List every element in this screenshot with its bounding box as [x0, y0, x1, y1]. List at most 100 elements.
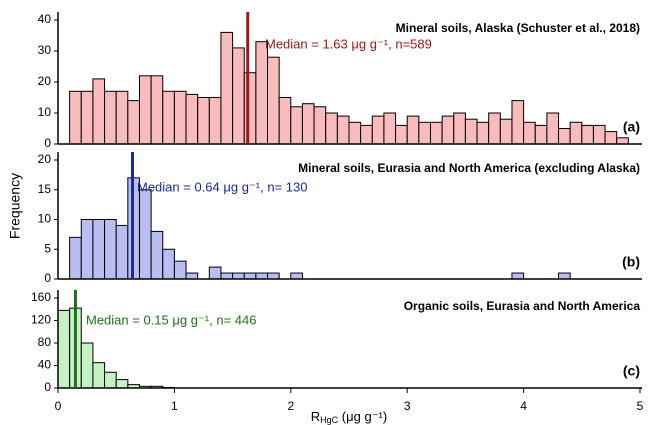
panel-label: (b)	[622, 254, 640, 270]
bar	[441, 115, 455, 145]
bar	[360, 124, 373, 145]
bar	[336, 115, 350, 145]
bar	[499, 118, 513, 145]
y-tick-label: 20	[38, 74, 52, 88]
x-label-unit: (μg g⁻¹)	[338, 409, 387, 424]
bar	[371, 115, 385, 145]
median-annotation: Median = 1.63 μg g⁻¹, n=589	[265, 36, 432, 51]
bar	[395, 124, 408, 145]
bar	[92, 78, 106, 145]
bar	[92, 362, 106, 389]
bar	[80, 342, 94, 389]
chart-title: Organic soils, Eurasia and North America	[404, 299, 641, 313]
bar	[313, 106, 327, 145]
y-tick-label: 30	[38, 43, 52, 57]
bar	[150, 75, 164, 145]
y-axis-label: Frequency	[7, 173, 23, 239]
bar	[104, 219, 117, 280]
bar	[208, 97, 222, 145]
bar	[80, 90, 94, 145]
y-tick-label: 0	[44, 380, 51, 394]
bar	[488, 112, 501, 145]
panel-label: (a)	[623, 119, 640, 135]
bar	[220, 31, 234, 145]
bar	[290, 106, 303, 145]
y-tick-label: 0	[44, 136, 51, 150]
bar	[115, 379, 129, 389]
x-tick-label: 5	[637, 399, 644, 413]
bar	[150, 230, 164, 280]
y-tick-label: 5	[44, 241, 51, 255]
bar	[592, 124, 606, 145]
bar	[558, 272, 571, 280]
bar	[290, 272, 303, 280]
bar	[138, 189, 152, 280]
median-annotation: Median = 0.64 μg g⁻¹, n= 130	[137, 179, 307, 194]
y-tick-label: 120	[31, 313, 51, 327]
y-tick-label: 80	[38, 335, 52, 349]
x-tick-label: 4	[520, 399, 527, 413]
bar	[301, 103, 315, 145]
bar	[104, 90, 117, 145]
y-tick-label: 40	[38, 12, 52, 26]
bar	[208, 266, 222, 280]
bar	[511, 100, 525, 145]
bar	[429, 121, 443, 145]
x-tick-label: 3	[404, 399, 411, 413]
bar	[278, 97, 292, 145]
bar	[616, 137, 629, 145]
bar	[511, 272, 525, 280]
bar	[464, 118, 478, 145]
bar	[173, 260, 187, 280]
chart-title: Mineral soils, Eurasia and North America…	[298, 161, 640, 175]
bar	[80, 219, 94, 280]
x-tick-label: 1	[171, 399, 178, 413]
bar	[57, 309, 71, 389]
median-annotation: Median = 0.15 μg g⁻¹, n= 446	[86, 312, 256, 327]
bar	[255, 272, 269, 280]
x-axis-label: RHgC (μg g⁻¹)	[311, 409, 387, 425]
bar	[115, 90, 129, 145]
bar	[162, 90, 175, 145]
bar	[185, 93, 199, 145]
bar	[267, 272, 280, 280]
bar	[243, 72, 257, 145]
bar	[104, 371, 117, 389]
bar	[127, 100, 140, 145]
x-label-sub: HgC	[320, 415, 339, 425]
bar	[453, 112, 466, 145]
bar	[523, 121, 536, 145]
bar	[534, 124, 548, 145]
bar	[173, 90, 187, 145]
bar	[185, 272, 199, 280]
bar	[383, 112, 397, 145]
y-tick-label: 10	[38, 105, 52, 119]
x-label-main: R	[311, 409, 320, 424]
bar	[197, 97, 210, 145]
bar	[604, 131, 618, 145]
bar	[69, 90, 82, 145]
bar	[418, 121, 431, 145]
x-tick-label: 0	[55, 399, 62, 413]
bar	[92, 219, 106, 280]
bar	[243, 272, 257, 280]
bar	[232, 47, 245, 145]
bar	[138, 75, 152, 145]
bar	[267, 56, 280, 145]
y-tick-label: 40	[38, 358, 52, 372]
bar	[325, 112, 338, 145]
bar	[558, 128, 571, 145]
bar	[115, 224, 129, 280]
y-tick-label: 20	[38, 152, 52, 166]
bar	[69, 236, 82, 280]
panel-label: (c)	[623, 363, 640, 379]
y-tick-label: 0	[44, 271, 51, 285]
bar	[546, 112, 560, 145]
bar	[406, 115, 420, 145]
bar	[348, 121, 362, 145]
chart-title: Mineral soils, Alaska (Schuster et al., …	[396, 21, 640, 35]
y-tick-label: 10	[38, 212, 52, 226]
bar	[569, 121, 583, 145]
y-tick-label: 15	[38, 182, 52, 196]
bar	[581, 124, 594, 145]
